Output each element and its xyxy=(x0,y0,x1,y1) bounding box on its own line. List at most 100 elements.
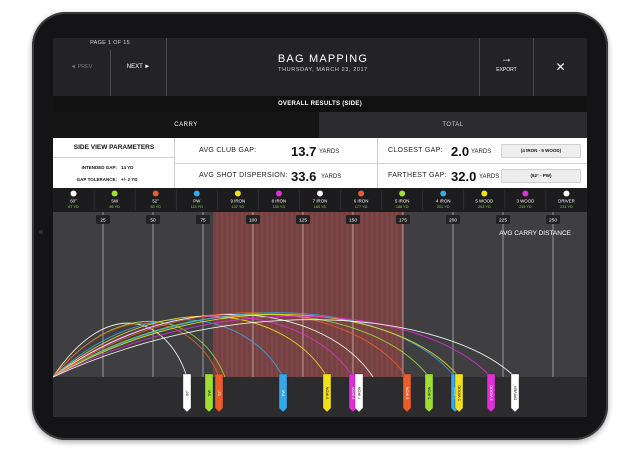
flag-label: 7 IRON xyxy=(357,386,361,399)
tab-carry[interactable]: CARRY xyxy=(53,112,319,138)
tabs: CARRY TOTAL xyxy=(53,112,587,138)
flag-label: SW xyxy=(207,390,211,397)
avg-dispersion-unit: YARDS xyxy=(321,174,342,180)
flag-label: 6 IRON xyxy=(405,386,409,399)
pager: PAGE 1 OF 15 ◄ PREV NEXT ► xyxy=(53,38,167,96)
landing-flag xyxy=(424,373,434,413)
club-carry: 219 YD xyxy=(519,205,532,209)
flag-label: 5 IRON xyxy=(427,386,431,399)
highlight-range xyxy=(213,212,403,377)
club-carry: 160 YD xyxy=(314,205,327,209)
ground-strip xyxy=(53,377,587,417)
tick-label: 250 xyxy=(549,218,557,224)
tick-label: 100 xyxy=(249,218,257,224)
farthest-gap-value: 32.0 xyxy=(451,169,477,184)
gap-tolerance-label: GAP TOLERANCE: xyxy=(76,177,117,182)
tick-label: 25 xyxy=(100,218,106,224)
club-carry: 67 YD xyxy=(68,205,79,209)
flag-label: 9 IRON xyxy=(325,386,329,399)
farthest-gap-clubs: (52° - PW) xyxy=(501,169,581,183)
landing-flag xyxy=(182,373,192,413)
tick-label: 50 xyxy=(150,218,156,224)
prev-button[interactable]: ◄ PREV xyxy=(70,64,93,70)
club-name: SW xyxy=(111,199,119,204)
tick-badge xyxy=(146,215,160,224)
intended-gap-label: INTENDED GAP: xyxy=(81,165,117,170)
landing-flag xyxy=(402,373,412,413)
tick-badge xyxy=(296,215,310,224)
carry-chart-svg: 25 50 75 100 125 150 175 200 225 250 AVG CARRY DIS… xyxy=(53,188,587,417)
club-name: 5 IRON xyxy=(395,199,410,204)
export-label: EXPORT xyxy=(496,67,517,73)
trajectory-line xyxy=(53,312,408,378)
flag-label: DRIVER xyxy=(513,386,517,401)
gap-tolerance-value: +/- 2 YD xyxy=(121,177,138,182)
next-button[interactable]: NEXT ► xyxy=(126,64,151,70)
tick-label: 200 xyxy=(449,218,457,224)
export-icon: → xyxy=(500,51,513,65)
landing-flag xyxy=(214,373,224,413)
farthest-gap-unit: YARDS xyxy=(479,174,500,180)
landing-flag xyxy=(486,373,496,413)
tick-label: 225 xyxy=(499,218,507,224)
avg-dispersion-value: 33.6 xyxy=(291,169,317,184)
carry-chart: 25 50 75 100 125 150 175 200 225 250 AVG CARRY DIS… xyxy=(53,188,587,417)
flag-label: 3 WOOD xyxy=(489,385,493,401)
flag-label: 52° xyxy=(217,390,221,396)
club-carry: 203 YD xyxy=(478,205,491,209)
club-name: 6 IRON xyxy=(354,199,369,204)
closest-gap-unit: YARDS xyxy=(471,149,492,155)
club-dot xyxy=(522,190,529,197)
landing-flag xyxy=(454,373,464,413)
closest-gap-value: 2.0 xyxy=(451,144,470,159)
club-dot xyxy=(399,190,406,197)
closest-gap-label: CLOSEST GAP: xyxy=(388,147,443,154)
pager-divider xyxy=(110,50,111,96)
club-dot xyxy=(70,190,77,197)
side-view-parameters: SIDE VIEW PARAMETERS INTENDED GAP: 14 YD… xyxy=(53,138,175,188)
trajectory-line xyxy=(53,319,516,378)
tick-badge xyxy=(546,215,560,224)
club-dot xyxy=(193,190,200,197)
tick-badge xyxy=(246,215,260,224)
club-dot xyxy=(563,190,570,197)
trajectory-line xyxy=(53,314,430,378)
club-name: PW xyxy=(193,199,201,204)
params-title: SIDE VIEW PARAMETERS xyxy=(73,144,155,151)
club-name: 60° xyxy=(70,199,77,204)
trajectory-line xyxy=(53,312,456,378)
tab-total[interactable]: TOTAL xyxy=(319,112,587,138)
tick-label: 150 xyxy=(349,218,357,224)
club-dot xyxy=(440,190,447,197)
close-button[interactable]: ✕ xyxy=(533,38,587,96)
title-block: BAG MAPPING THURSDAY, MARCH 23, 2017 xyxy=(167,38,479,96)
x-axis-label: AVG CARRY DISTANCE xyxy=(499,230,571,237)
club-carry: 231 YD xyxy=(560,205,573,209)
club-name: 9 IRON xyxy=(231,199,246,204)
avg-club-gap-value: 13.7 xyxy=(291,144,317,159)
club-name: 3 WOOD xyxy=(516,199,534,204)
export-button[interactable]: → EXPORT xyxy=(479,38,533,96)
club-carry: 188 YD xyxy=(396,205,409,209)
tick-badge xyxy=(346,215,360,224)
landing-flag xyxy=(204,373,214,413)
page-title: BAG MAPPING xyxy=(277,53,369,65)
tick-badge xyxy=(496,215,510,224)
app-screen: PAGE 1 OF 15 ◄ PREV NEXT ► BAG MAPPING T… xyxy=(53,38,587,417)
page-subtitle: THURSDAY, MARCH 23, 2017 xyxy=(278,67,368,73)
club-name: 8 IRON xyxy=(272,199,287,204)
flag-label: 5 WOOD xyxy=(457,385,461,401)
club-carry: 86 YD xyxy=(109,205,120,209)
tick-label: 175 xyxy=(399,218,407,224)
landing-flag xyxy=(322,373,332,413)
trajectory-line xyxy=(53,313,460,378)
club-carry: 83 YD xyxy=(150,205,161,209)
tick-badge xyxy=(96,215,110,224)
club-dot xyxy=(317,190,323,197)
club-carry: 137 YD xyxy=(232,205,245,209)
club-carry: 177 YD xyxy=(355,205,368,209)
club-dot xyxy=(111,190,118,197)
landing-flag xyxy=(278,373,288,413)
params-divider xyxy=(53,157,175,158)
tick-label: 75 xyxy=(200,218,206,224)
